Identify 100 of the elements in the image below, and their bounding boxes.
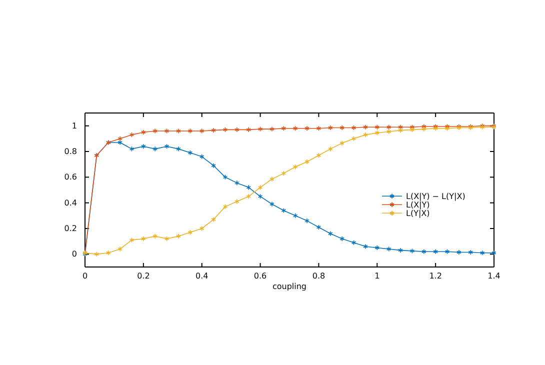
x-tick-label: 0 [82,272,88,281]
point [292,164,298,170]
point [234,198,240,204]
point [270,126,274,132]
point [258,194,263,200]
point [340,125,344,130]
point [176,234,181,239]
point [433,248,438,254]
point [129,237,134,243]
x-tick-label: 0.6 [254,272,267,281]
point [164,236,170,242]
point [188,150,193,156]
point [176,128,181,134]
x-tick-label: 0.2 [137,272,150,281]
point [188,230,193,236]
point [363,124,368,130]
point [340,140,344,146]
y-tick-label: 0.2 [64,224,77,234]
point [292,213,298,218]
point [374,245,380,250]
point [281,170,286,176]
point [422,248,426,254]
point [292,126,298,132]
point [270,176,274,182]
point [199,226,204,232]
point [118,140,122,146]
point [199,128,204,134]
point [258,126,263,132]
point [328,125,333,130]
point [386,128,392,134]
y-tick-label: 1 [72,121,77,130]
point [444,248,450,254]
point [211,216,216,222]
point [270,201,274,207]
point [176,146,181,152]
point [468,250,473,255]
point [398,128,403,133]
point [363,132,368,138]
x-tick-label: 1.2 [429,272,442,281]
point [246,127,251,132]
point [188,128,193,134]
point [129,132,134,138]
point [316,152,322,158]
point [152,128,158,134]
point [222,127,228,132]
point [281,208,286,214]
y-tick-label: 0.8 [64,147,77,156]
point [281,126,286,132]
point [374,124,380,130]
point [351,240,356,246]
point [386,124,392,130]
point [340,236,344,242]
point [141,236,146,242]
legend-label: L(X|Y) [406,200,430,210]
point [374,130,380,136]
y-tick-label: 0.4 [64,198,77,208]
point [351,136,356,142]
point [106,250,111,256]
point [410,127,415,132]
x-axis-title: coupling [272,282,307,291]
point [246,194,251,200]
x-tick-label: 0.8 [312,272,326,281]
point [480,250,485,256]
point [351,125,356,130]
y-tick-label: 0.6 [64,172,77,182]
point [316,224,322,230]
point [222,204,228,210]
point [222,174,228,180]
legend-label: L(X|Y) − L(Y|X) [406,192,466,202]
point [328,230,333,236]
x-tick-label: 1 [374,272,380,281]
point [422,126,426,132]
point [94,252,100,257]
point [258,184,263,190]
point [118,246,122,252]
point [129,146,134,152]
point [246,184,251,190]
x-tick-label: 0.4 [195,272,208,281]
point [211,128,216,133]
point [410,248,415,254]
x-tick-label: 1.4 [488,272,500,281]
point [152,146,158,152]
point [199,154,204,160]
point [304,126,310,132]
point [164,144,170,150]
point [398,248,403,253]
point [118,136,122,142]
point [456,250,462,255]
point [363,244,368,250]
point [234,180,240,186]
y-tick-label: 0 [72,250,77,259]
point [141,144,146,150]
point [164,128,170,134]
legend-label: L(Y|X) [406,209,430,218]
point [141,130,146,135]
point [386,246,392,252]
point [398,124,403,130]
point [211,162,216,168]
point [328,146,333,152]
point [304,218,310,224]
